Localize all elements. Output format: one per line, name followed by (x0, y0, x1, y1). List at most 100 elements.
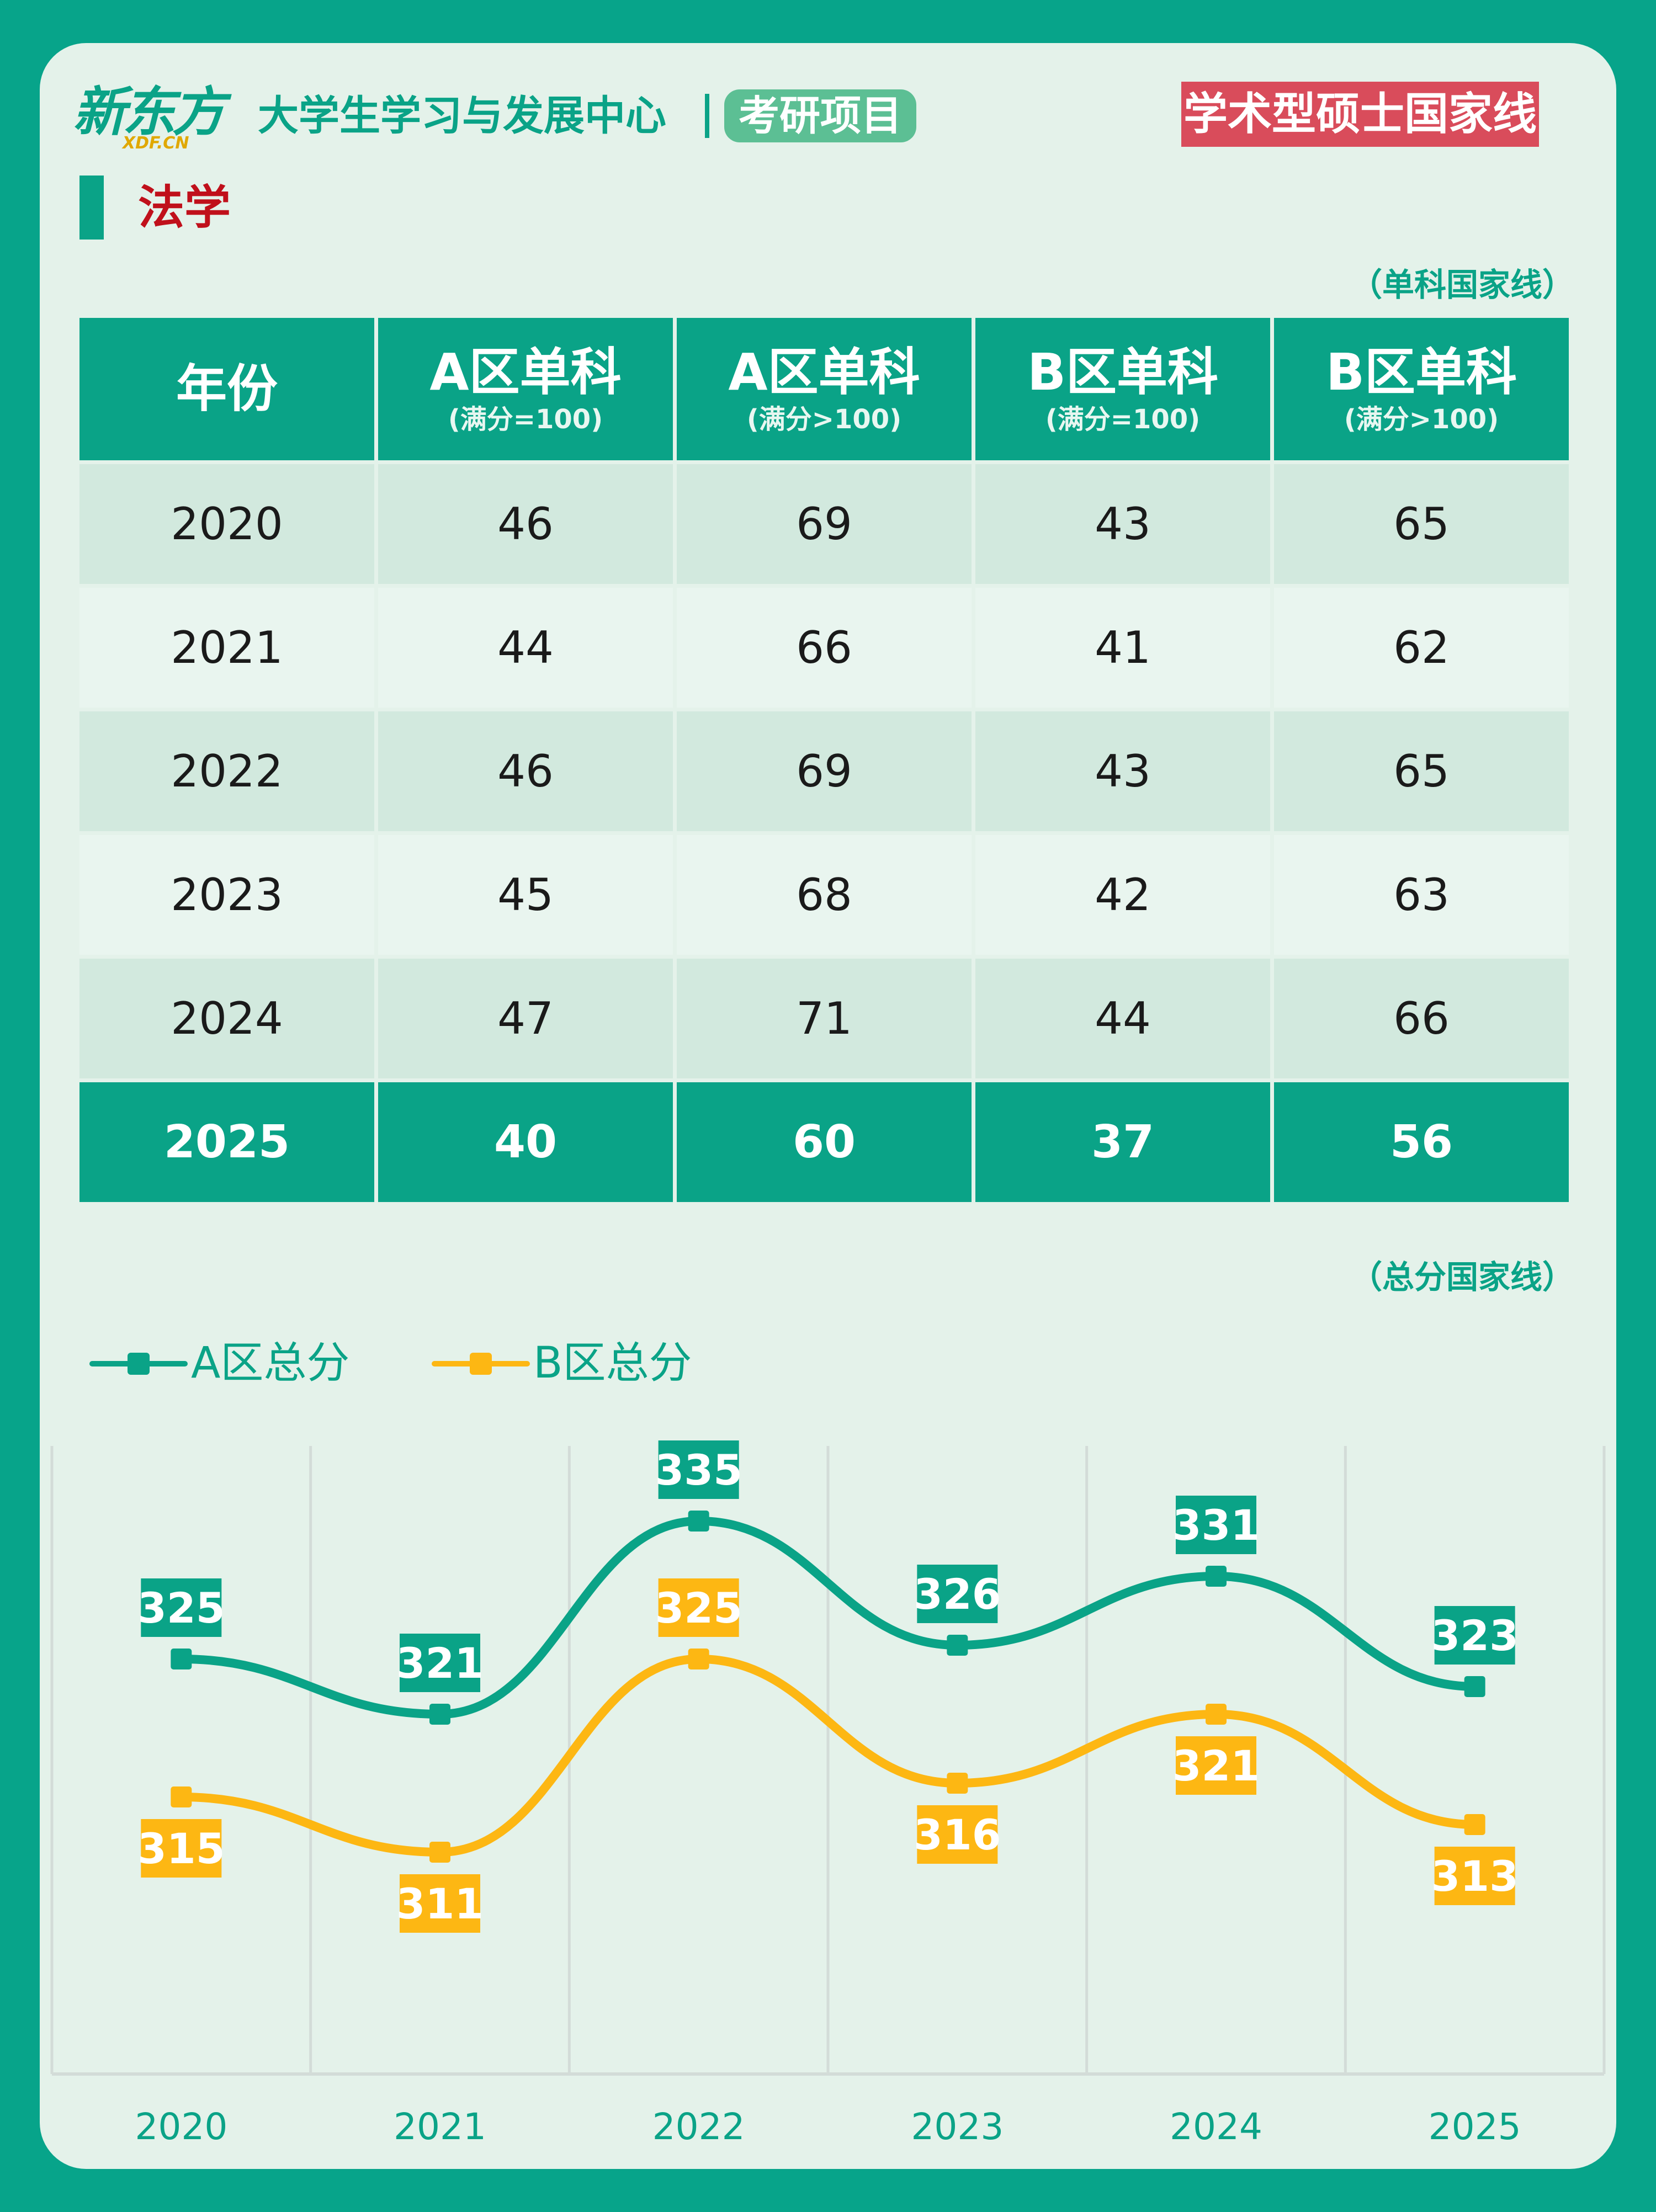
table-header-row: 年份 A区单科 (满分=100) A区单科 (满分>100) B区单科 (满分=100… (79, 318, 1569, 460)
series-a-label-box (141, 1578, 222, 1637)
single-subject-table: 年份 A区单科 (满分=100) A区单科 (满分>100) B区单科 (满分=100… (76, 314, 1573, 1206)
header-a-100: A区单科 (满分=100) (378, 318, 673, 460)
header-b-100: B区单科 (满分=100) (975, 318, 1270, 460)
series-a-point (1206, 1566, 1227, 1587)
cell-year: 2023 (79, 835, 374, 955)
series-a-point (429, 1704, 450, 1725)
cell-value: 62 (1274, 588, 1569, 708)
series-b-point (429, 1842, 450, 1863)
legend-label-a: A区总分 (191, 1338, 350, 1388)
cell-year: 2020 (79, 464, 374, 584)
table-note: （单科国家线） (1350, 266, 1574, 304)
series-a-data-label: 323 (1431, 1611, 1519, 1660)
series-b-point (947, 1773, 968, 1794)
cell-value: 71 (677, 959, 972, 1078)
series-a-label-box (1176, 1496, 1256, 1554)
cell-value: 66 (1274, 959, 1569, 1078)
cell-value: 56 (1274, 1082, 1569, 1202)
xdf-logo: 新东方 XDF.CN (73, 82, 233, 153)
cell-value: 68 (677, 835, 972, 955)
series-b-data-label: 325 (655, 1583, 742, 1633)
series-a-point (688, 1511, 709, 1532)
project-pill: 考研项目 (724, 89, 916, 142)
cell-value: 44 (378, 588, 673, 708)
center-name: 大学生学习与发展中心 (258, 92, 666, 140)
table-row: 2020 46 69 43 65 (79, 464, 1569, 584)
cell-value: 43 (975, 464, 1270, 584)
series-a-data-label: 321 (396, 1639, 484, 1688)
series-b-point (171, 1786, 192, 1807)
cell-value: 46 (378, 464, 673, 584)
series-b-point (1464, 1814, 1485, 1835)
series-b-line (177, 1654, 1479, 1857)
legend-marker-b (470, 1353, 492, 1375)
cell-value: 40 (378, 1082, 673, 1202)
series-b-point (688, 1649, 709, 1669)
series-b-data-label: 316 (914, 1810, 1001, 1859)
header-b-over-100: B区单科 (满分>100) (1274, 318, 1569, 460)
logo-wordmark: 新东方 (73, 81, 225, 143)
cell-year: 2024 (79, 959, 374, 1078)
table-row: 2023 45 68 42 63 (79, 835, 1569, 955)
table-row: 2022 46 69 43 65 (79, 711, 1569, 831)
series-a-data-label: 335 (655, 1445, 742, 1495)
x-tick-label: 2020 (135, 2105, 227, 2148)
series-b-point (1206, 1704, 1227, 1725)
series-a-label-box (917, 1565, 998, 1623)
series-b-data-label: 315 (137, 1824, 225, 1873)
poster-card: 新东方 XDF.CN 大学生学习与发展中心 考研项目 学术型硕士国家线 法学 （… (40, 43, 1616, 2169)
header-a-over-100: A区单科 (满分>100) (677, 318, 972, 460)
cell-value: 69 (677, 711, 972, 831)
degree-type-badge: 学术型硕士国家线 (1181, 82, 1539, 147)
series-a-point (947, 1635, 968, 1656)
series-a-data-label: 325 (137, 1583, 225, 1633)
series-b-label-box (141, 1819, 222, 1878)
cell-value: 47 (378, 959, 673, 1078)
cell-value: 37 (975, 1082, 1270, 1202)
chart-note: （总分国家线） (1350, 1258, 1574, 1296)
cell-value: 45 (378, 835, 673, 955)
x-tick-label: 2021 (394, 2105, 486, 2148)
cell-year: 2022 (79, 711, 374, 831)
cell-year: 2021 (79, 588, 374, 708)
series-b-label-box (658, 1578, 739, 1637)
series-b-label-box (917, 1805, 998, 1864)
series-a-label-box (1434, 1606, 1515, 1665)
subject-title: 法学 (138, 180, 231, 235)
total-score-line-chart: 2020 2021 2022 2023 2024 2025 325 321 335 326 331 3… (50, 1440, 1606, 2148)
cell-value: 65 (1274, 711, 1569, 831)
x-tick-label: 2023 (911, 2105, 1004, 2148)
series-a-label-box (658, 1440, 739, 1499)
table-row: 2024 47 71 44 66 (79, 959, 1569, 1078)
x-tick-label: 2022 (652, 2105, 745, 2148)
series-b-label-box (1176, 1736, 1256, 1795)
x-tick-label: 2024 (1170, 2105, 1262, 2148)
series-b-label-box (1434, 1847, 1515, 1905)
series-a-data-label: 331 (1172, 1501, 1260, 1550)
series-b-data-label: 321 (1172, 1741, 1260, 1790)
cell-value: 66 (677, 588, 972, 708)
header-separator (705, 94, 709, 138)
header-year: 年份 (79, 318, 374, 460)
table-row-highlight: 2025 40 60 37 56 (79, 1082, 1569, 1202)
cell-value: 43 (975, 711, 1270, 831)
legend-marker-a (128, 1353, 150, 1375)
table-row: 2021 44 66 41 62 (79, 588, 1569, 708)
cell-value: 65 (1274, 464, 1569, 584)
series-b-data-label: 313 (1431, 1852, 1519, 1901)
logo-domain: XDF.CN (123, 134, 189, 153)
cell-value: 41 (975, 588, 1270, 708)
subject-marker (79, 176, 104, 240)
cell-value: 60 (677, 1082, 972, 1202)
x-tick-label: 2025 (1429, 2105, 1521, 2148)
series-a-line (177, 1516, 1479, 1719)
legend-label-b: B区总分 (533, 1338, 692, 1388)
series-b-data-label: 311 (396, 1879, 484, 1928)
series-a-point (171, 1649, 192, 1669)
cell-value: 63 (1274, 835, 1569, 955)
cell-value: 69 (677, 464, 972, 584)
series-b-label-box (400, 1874, 480, 1933)
series-a-point (1464, 1676, 1485, 1697)
cell-year: 2025 (79, 1082, 374, 1202)
cell-value: 42 (975, 835, 1270, 955)
